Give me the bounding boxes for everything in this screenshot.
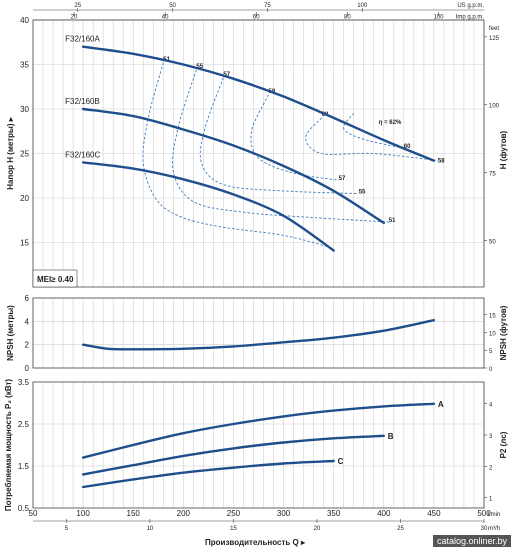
efficiency-peak-label: η = 62% [379,120,402,126]
x-m3h-unit: m³/h [488,526,500,532]
npsh-frame [32,297,485,369]
npsh-y-tick-label: 4 [25,317,30,326]
imp-gpm-tick-label: 100 [433,15,444,21]
x-m3h-tick-label: 25 [397,526,404,532]
imp-gpm-tick-label: 20 [71,15,78,21]
head-curve-label: F32/160C [65,150,100,159]
power-hp-tick-label: 2 [489,465,493,471]
efficiency-iso-line [142,62,329,248]
watermark: catalog.onliner.by [432,535,511,547]
mei-box [32,269,78,288]
head-ft-tick-label: 50 [489,239,496,245]
npsh-ft-tick-label: 0 [489,367,493,373]
x-m3h-tick-label: 5 [65,526,69,532]
efficiency-iso-label: 55 [359,190,366,196]
mei-label: MEI≥ 0.40 [37,275,74,284]
power-frame [32,381,485,509]
head-right-unit: feet [489,26,499,32]
us-gpm-tick-label: 25 [74,3,81,9]
x-m3h-tick-label: 20 [314,526,321,532]
head-y-tick-label: 20 [20,194,29,203]
head-ft-tick-label: 75 [489,171,496,177]
efficiency-iso-line [343,113,404,149]
npsh-y-tick-label: 0 [25,364,30,373]
x-lpm-tick-label: 50 [29,509,38,518]
head-curve-label: F32/160A [65,35,100,44]
x-lpm-tick-label: 250 [227,509,241,518]
head-curve-F32/160C [81,161,335,252]
head-curve-F32/160A [81,45,436,162]
imp-gpm-tick-label: 60 [253,15,260,21]
power-hp-tick-label: 3 [489,434,493,440]
us-gpm-tick-label: 100 [357,3,368,9]
power-curve-A [81,402,436,459]
x-m3h-tick-label: 15 [230,526,237,532]
head-curve-F32/160B [81,107,385,225]
head-frame [32,19,485,288]
x-lpm-tick-label: 100 [76,509,90,518]
efficiency-iso-label: 57 [223,72,230,78]
x-lpm-tick-label: 400 [377,509,391,518]
efficiency-iso-label: 57 [339,176,346,182]
power-hp-tick-label: 4 [489,403,493,409]
npsh-y-right-title: NPSH (футов) [499,305,508,360]
power-y-tick-label: 0.5 [18,504,30,513]
imp-gpm-tick-label: 40 [162,15,169,21]
head-y-tick-label: 35 [20,61,29,70]
head-y-tick-label: 25 [20,150,29,159]
x-axis-title: Производительность Q ▸ [205,538,306,547]
x-lpm-tick-label: 300 [277,509,291,518]
efficiency-iso-line [250,94,339,181]
npsh-ft-tick-label: 10 [489,331,496,337]
power-curve-label: C [338,457,344,466]
imp-gpm-tick-label: 80 [344,15,351,21]
power-curve-C [81,459,335,489]
power-y-tick-label: 2.5 [18,420,30,429]
power-hp-tick-label: 1 [489,497,493,503]
x-lpm-tick-label: 500 [477,509,491,518]
head-y-right-title: H (футов) [499,130,508,169]
head-y-tick-label: 15 [20,239,29,248]
imp-gpm-label: Imp g.p.m. [456,15,485,21]
head-curve-label: F32/160B [65,97,100,106]
x-lpm-tick-label: 350 [327,509,341,518]
x-lpm-tick-label: 150 [127,509,141,518]
power-y-tick-label: 1.5 [18,462,30,471]
head-y-tick-label: 40 [20,16,29,25]
x-lpm-tick-label: 450 [427,509,441,518]
efficiency-iso-line [199,77,359,195]
npsh-y-title: NPSH (метры) [6,305,15,361]
x-lpm-tick-label: 200 [177,509,191,518]
efficiency-iso-label: 60 [404,144,411,150]
power-y-title: Потребляемая мощность P₂ (кВт) [4,379,13,512]
head-ft-tick-label: 100 [489,104,500,110]
efficiency-iso-line [172,69,389,223]
npsh-curve [81,319,436,351]
head-y-title: Напор Н (метры) ▸ [6,116,15,190]
npsh-ft-tick-label: 15 [489,314,496,320]
efficiency-iso-line [305,117,438,162]
power-y-tick-label: 3.5 [18,378,30,387]
efficiency-iso-label: 55 [196,64,203,70]
x-m3h-tick-label: 10 [147,526,154,532]
x-lpm-unit: l/min [488,512,501,518]
us-gpm-tick-label: 75 [264,3,271,9]
power-curve-B [81,434,385,476]
head-ft-tick-label: 125 [489,36,500,42]
efficiency-iso-label: 58 [438,158,445,164]
us-gpm-label: US g.p.m. [457,3,484,9]
us-gpm-tick-label: 50 [169,3,176,9]
npsh-y-tick-label: 6 [25,294,30,303]
power-curve-label: A [438,400,444,409]
npsh-ft-tick-label: 5 [489,349,493,355]
power-curve-label: B [388,432,394,441]
power-y-right-title: P2 (лс) [499,431,508,458]
x-m3h-tick-label: 30 [481,526,488,532]
efficiency-iso-label: 51 [389,218,396,224]
npsh-y-tick-label: 2 [25,341,30,350]
head-y-tick-label: 30 [20,105,29,114]
